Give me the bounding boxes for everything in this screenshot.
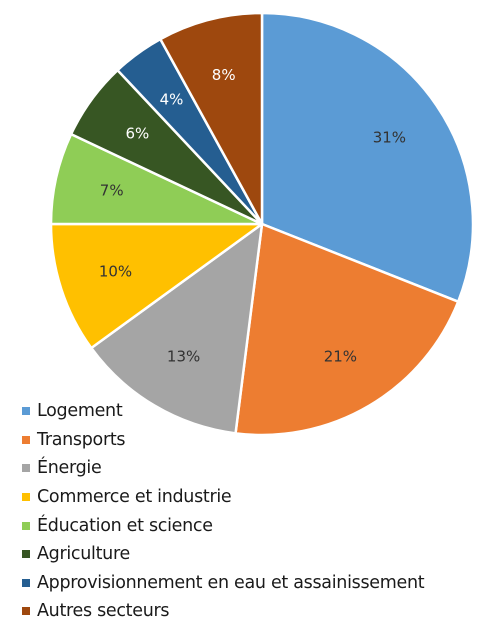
slice-value-label-approvisionnement-en-eau-et-assainissement: 4% (160, 90, 184, 108)
legend-item-agriculture: Agriculture (22, 540, 424, 569)
legend-label: Approvisionnement en eau et assainisseme… (37, 572, 425, 593)
slice-value-label-energie: 13% (167, 348, 200, 366)
legend-item-approvisionnement-en-eau-et-assainissement: Approvisionnement en eau et assainisseme… (22, 569, 425, 598)
legend-swatch (22, 407, 30, 416)
slice-value-label-transports: 21% (324, 348, 357, 366)
pie-slice-logement (260, 11, 475, 303)
legend-swatch (22, 550, 30, 559)
legend-item-logement: Logement (22, 397, 424, 426)
slice-value-label-autres-secteurs: 8% (212, 66, 236, 84)
legend-item-transports: Transports (22, 426, 424, 455)
pie-slice-energie (90, 222, 264, 435)
pie-slice-labels: 31% 21% 13% 10% 7% 6% 4% 8% (99, 66, 406, 366)
legend-label: Agriculture (37, 544, 130, 565)
legend-label: Transports (37, 429, 126, 450)
legend-label: Commerce et industrie (37, 487, 232, 508)
legend-swatch (22, 521, 30, 530)
legend-swatch (22, 464, 30, 473)
legend-swatch (22, 493, 30, 502)
legend-label: Énergie (37, 458, 102, 479)
legend-label: Autres secteurs (37, 601, 170, 622)
legend-swatch (22, 578, 30, 587)
legend-label: Éducation et science (37, 515, 213, 536)
legend-swatch (22, 607, 30, 616)
pie-slice-commerce-et-industrie (49, 222, 264, 350)
slice-value-label-education-et-science: 7% (100, 181, 124, 199)
pie-slice-transports (234, 222, 460, 437)
slice-value-label-agriculture: 6% (126, 125, 150, 143)
slice-value-label-commerce-et-industrie: 10% (99, 263, 132, 281)
pie-slice-autres-secteurs (159, 11, 264, 226)
legend-item-autres-secteurs: Autres secteurs (22, 597, 424, 626)
legend-item-commerce-et-industrie: Commerce et industrie (22, 483, 424, 512)
slice-value-label-logement: 31% (373, 128, 406, 146)
legend-label: Logement (37, 401, 123, 422)
legend-swatch (22, 435, 30, 444)
legend-item-education-et-science: Éducation et science (22, 511, 424, 540)
pie-slices (49, 11, 475, 437)
legend-item-energie: Énergie (22, 454, 424, 483)
chart-legend: Logement Transports Énergie Commerce et ind… (22, 397, 425, 626)
